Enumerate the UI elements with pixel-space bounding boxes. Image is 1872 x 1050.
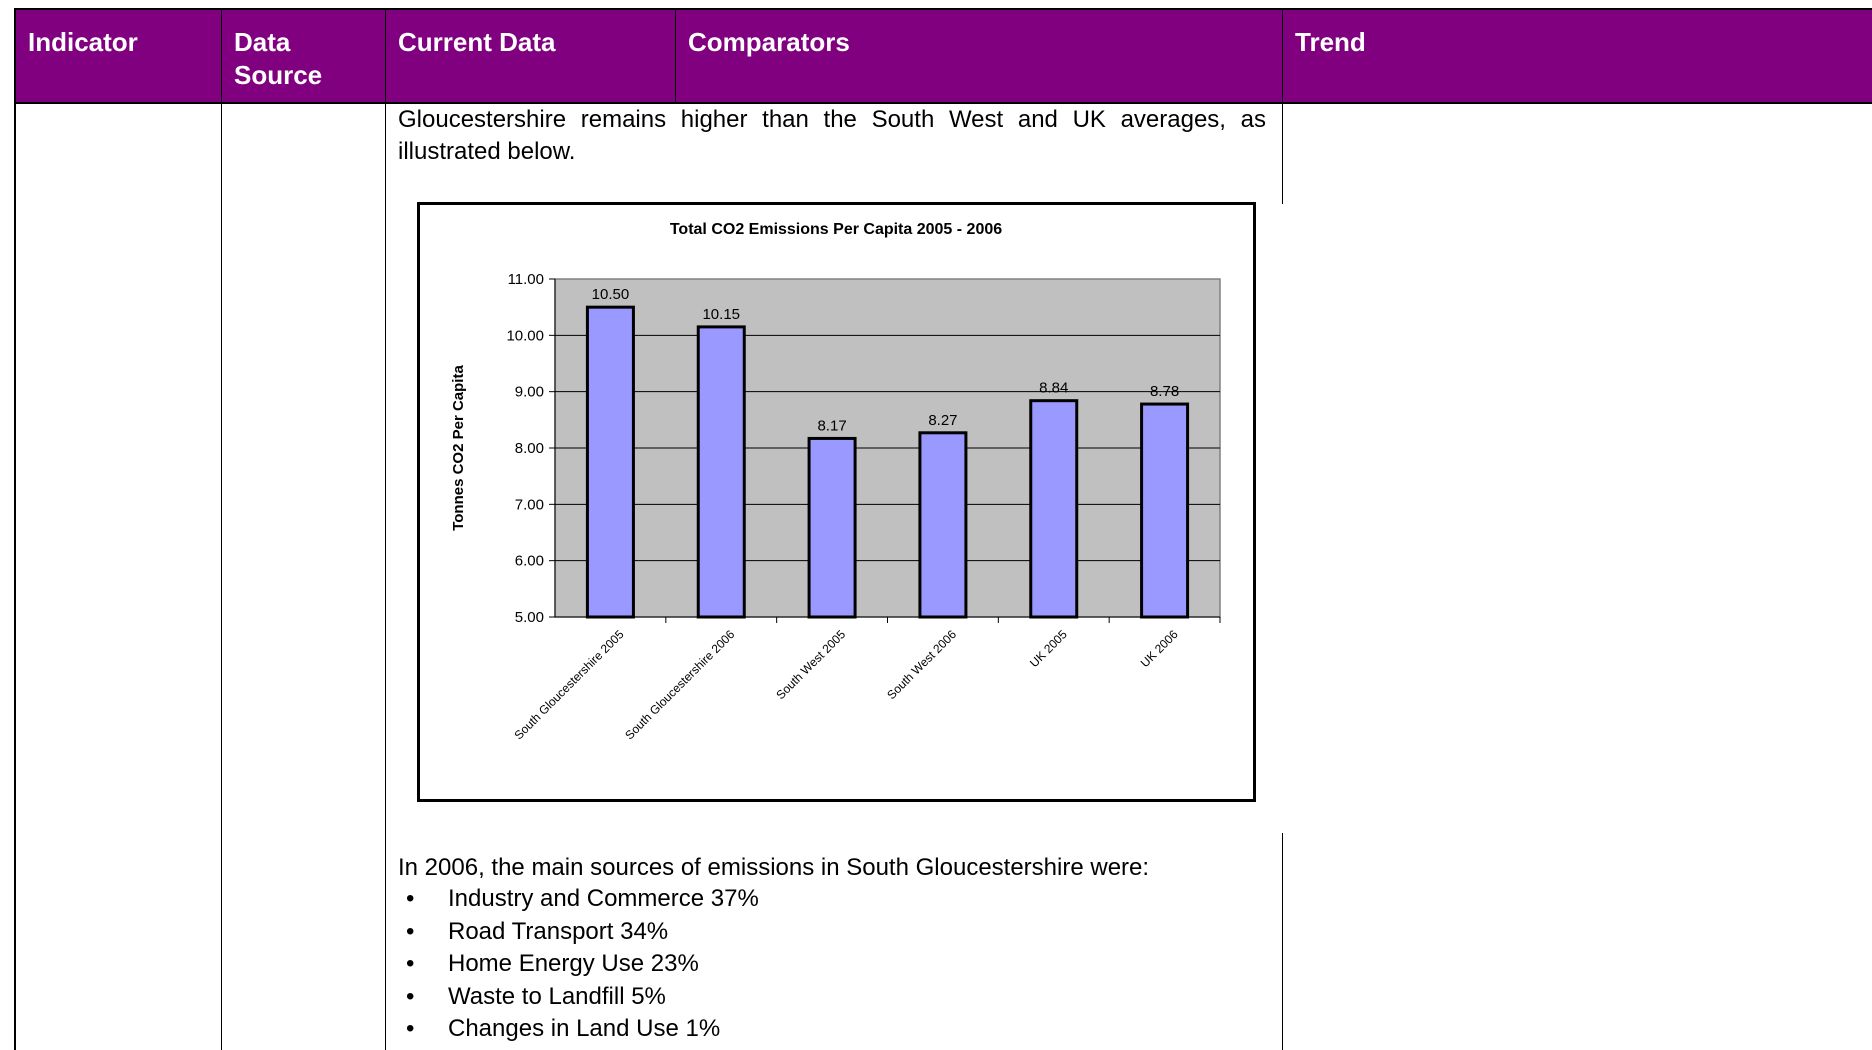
y-tick-label: 9.00 <box>515 384 544 401</box>
x-tick-label: South Gloucestershire 2005 <box>511 627 626 742</box>
bar <box>918 431 968 619</box>
y-tick-label: 10.00 <box>506 327 544 344</box>
column-divider <box>221 102 222 1050</box>
x-tick-label: South Gloucestershire 2006 <box>622 627 737 742</box>
header-data-source: Data Source <box>222 10 386 102</box>
y-tick-label: 11.00 <box>508 271 544 288</box>
list-item: • Home Energy Use 23% <box>398 948 759 981</box>
bullet-icon: • <box>406 885 415 912</box>
header-current-data: Current Data <box>386 10 676 102</box>
x-tick-label: South West 2006 <box>884 627 959 702</box>
y-tick-label: 6.00 <box>515 553 544 570</box>
co2-bar-chart: Total CO2 Emissions Per Capita 2005 - 20… <box>450 221 1221 742</box>
column-divider <box>385 102 386 1050</box>
bar-data-label: 10.50 <box>592 286 630 303</box>
bar-data-label: 8.78 <box>1150 383 1179 400</box>
x-tick-label: UK 2006 <box>1138 627 1181 670</box>
sources-intro: In 2006, the main sources of emissions i… <box>398 854 1150 881</box>
list-item: • Waste to Landfill 5% <box>398 981 759 1014</box>
y-tick-label: 7.00 <box>515 496 544 513</box>
co2-chart-frame: Total CO2 Emissions Per Capita 2005 - 20… <box>417 202 1256 802</box>
y-tick-label: 8.00 <box>515 440 544 457</box>
header-trend: Trend <box>1295 27 1366 57</box>
bar-data-label: 8.27 <box>928 412 957 429</box>
column-divider <box>1282 833 1283 1050</box>
bar <box>585 305 635 619</box>
bar-data-label: 10.15 <box>702 306 740 323</box>
bar <box>1140 402 1190 619</box>
y-axis-label: Tonnes CO2 Per Capita <box>450 365 467 531</box>
indicator-table: Indicator Data Source Current Data Compa… <box>14 8 1872 1050</box>
x-tick-label: South West 2005 <box>773 627 848 702</box>
column-divider <box>1282 102 1283 204</box>
bar <box>807 436 857 619</box>
list-item: • Industry and Commerce 37% <box>398 883 759 916</box>
bar <box>696 325 746 619</box>
header-comparators: Comparators <box>676 10 1283 102</box>
table-header-row: Indicator Data Source Current Data Compa… <box>16 10 1872 104</box>
y-tick-label: 5.00 <box>515 609 544 626</box>
list-item: • Road Transport 34% <box>398 916 759 949</box>
bullet-icon: • <box>406 1015 415 1042</box>
x-tick-label: UK 2005 <box>1027 627 1070 670</box>
intro-paragraph: Gloucestershire remains higher than the … <box>398 106 1266 165</box>
chart-title: Total CO2 Emissions Per Capita 2005 - 20… <box>670 221 1002 238</box>
list-item: • Changes in Land Use 1% <box>398 1013 759 1046</box>
bullet-icon: • <box>406 982 415 1010</box>
bullet-icon: • <box>406 950 415 977</box>
bar-data-label: 8.84 <box>1039 380 1068 397</box>
bar-data-label: 8.17 <box>817 417 846 434</box>
bar <box>1029 399 1079 619</box>
header-indicator: Indicator <box>16 10 222 102</box>
emission-sources-list: • Industry and Commerce 37% • Road Transpo… <box>398 883 759 1046</box>
bullet-icon: • <box>406 917 415 945</box>
